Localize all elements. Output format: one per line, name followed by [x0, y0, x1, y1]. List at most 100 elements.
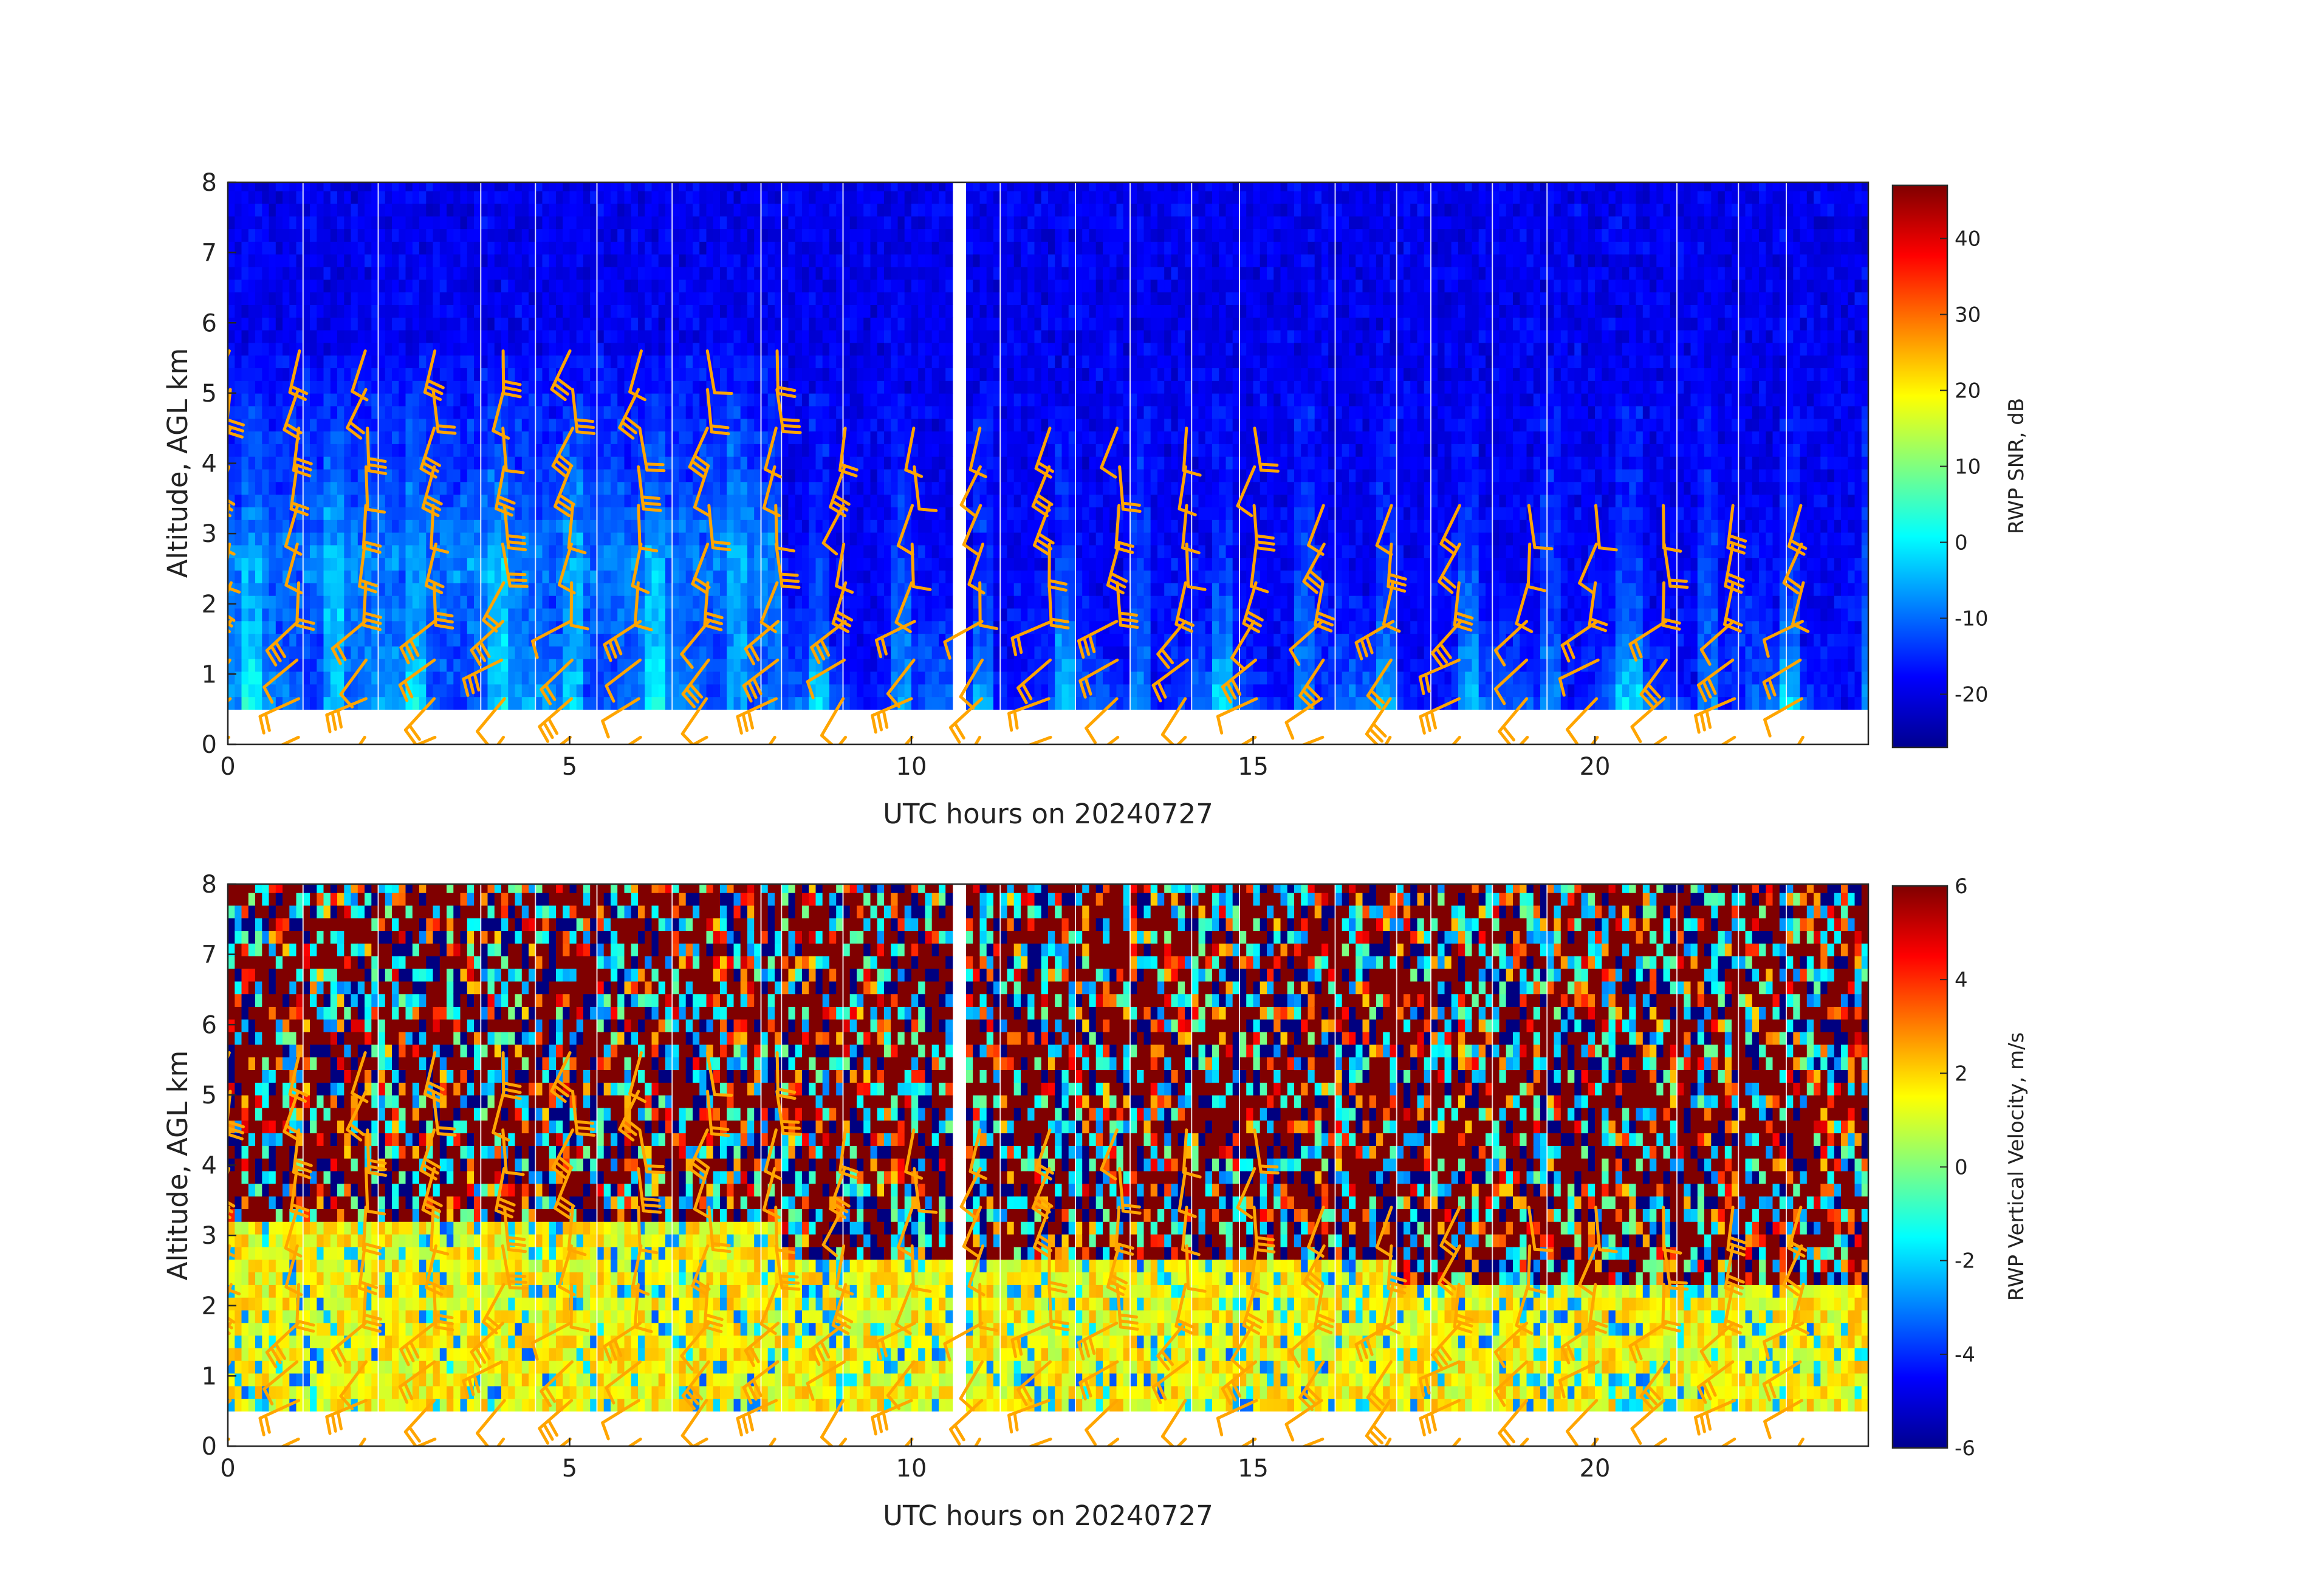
heatmap-cell: [611, 444, 619, 457]
heatmap-cell: [679, 380, 687, 394]
heatmap-cell: [1027, 544, 1035, 558]
heatmap-cell: [330, 228, 338, 242]
heatmap-cell: [474, 595, 482, 609]
heatmap-cell: [419, 190, 427, 204]
heatmap-cell: [289, 279, 297, 293]
heatmap-cell: [433, 266, 440, 280]
heatmap-cell: [693, 532, 701, 546]
heatmap-cell: [849, 228, 857, 242]
heatmap-cell: [549, 279, 557, 293]
heatmap-cell: [330, 595, 338, 609]
heatmap-cell: [1034, 393, 1042, 406]
heatmap-cell: [255, 532, 263, 546]
heatmap-cell: [747, 266, 755, 280]
heatmap-cell: [275, 570, 283, 583]
heatmap-cell: [317, 595, 324, 609]
heatmap-cell: [911, 342, 919, 356]
heatmap-cell: [802, 646, 810, 659]
heatmap-cell: [371, 292, 379, 305]
heatmap-cell: [815, 532, 823, 546]
heatmap-cell: [487, 671, 495, 685]
heatmap-cell: [1013, 544, 1021, 558]
heatmap-cell: [590, 646, 598, 659]
heatmap-cell: [993, 279, 1001, 293]
heatmap-cell: [611, 684, 619, 698]
heatmap-cell: [289, 532, 297, 546]
heatmap-cell: [563, 292, 571, 305]
heatmap-cell: [645, 431, 653, 444]
heatmap-cell: [966, 444, 974, 457]
heatmap-cell: [521, 696, 529, 710]
heatmap-cell: [720, 216, 727, 230]
heatmap-cell: [392, 266, 400, 280]
heatmap-cell: [617, 570, 625, 583]
heatmap-cell: [330, 253, 338, 267]
heatmap-cell: [857, 431, 865, 444]
heatmap-cell: [494, 203, 502, 217]
heatmap-cell: [638, 317, 645, 331]
heatmap-cell: [877, 620, 885, 634]
heatmap-cell: [993, 418, 1001, 432]
heatmap-cell: [235, 444, 242, 457]
heatmap-cell: [583, 405, 591, 419]
heatmap-cell: [897, 507, 905, 520]
heatmap-cell: [713, 696, 721, 710]
heatmap-cell: [481, 279, 488, 293]
heatmap-cell: [323, 544, 331, 558]
heatmap-cell: [761, 228, 769, 242]
heatmap-cell: [583, 532, 591, 546]
heatmap-cell: [843, 182, 851, 191]
heatmap-cell: [925, 182, 933, 191]
heatmap-cell: [706, 203, 714, 217]
heatmap-cell: [877, 468, 885, 482]
heatmap-cell: [658, 481, 666, 495]
heatmap-cell: [822, 216, 830, 230]
heatmap-cell: [542, 481, 550, 495]
heatmap-cell: [781, 444, 789, 457]
heatmap-cell: [392, 671, 400, 685]
heatmap-cell: [1034, 633, 1042, 647]
heatmap-cell: [248, 671, 256, 685]
heatmap-cell: [1041, 405, 1049, 419]
heatmap-cell: [781, 507, 789, 520]
heatmap-cell: [1013, 583, 1021, 596]
heatmap-cell: [685, 444, 693, 457]
heatmap-cell: [1007, 190, 1015, 204]
heatmap-cell: [303, 182, 310, 191]
heatmap-cell: [275, 544, 283, 558]
heatmap-cell: [597, 329, 605, 343]
heatmap-cell: [1007, 520, 1015, 533]
heatmap-cell: [481, 532, 488, 546]
heatmap-cell: [330, 608, 338, 622]
heatmap-cell: [679, 456, 687, 470]
heatmap-cell: [549, 253, 557, 267]
heatmap-cell: [412, 418, 420, 432]
heatmap-cell: [603, 216, 611, 230]
heatmap-cell: [296, 368, 304, 381]
heatmap-cell: [802, 570, 810, 583]
heatmap-cell: [1000, 203, 1008, 217]
heatmap-cell: [521, 671, 529, 685]
heatmap-cell: [679, 393, 687, 406]
heatmap-cell: [385, 279, 392, 293]
heatmap-cell: [576, 658, 584, 672]
heatmap-cell: [918, 228, 926, 242]
heatmap-cell: [849, 646, 857, 659]
heatmap-cell: [378, 329, 386, 343]
heatmap-cell: [979, 203, 987, 217]
heatmap-cell: [583, 279, 591, 293]
heatmap-cell: [385, 292, 392, 305]
heatmap-cell: [275, 241, 283, 255]
heatmap-cell: [720, 570, 727, 583]
heatmap-cell: [884, 608, 892, 622]
heatmap-cell: [638, 329, 645, 343]
heatmap-cell: [631, 520, 639, 533]
heatmap-cell: [317, 431, 324, 444]
heatmap-cell: [1007, 684, 1015, 698]
heatmap-cell: [658, 355, 666, 368]
heatmap-cell: [467, 620, 475, 634]
heatmap-cell: [1007, 182, 1015, 191]
heatmap-cell: [624, 342, 632, 356]
heatmap-cell: [385, 228, 392, 242]
heatmap-cell: [795, 608, 803, 622]
